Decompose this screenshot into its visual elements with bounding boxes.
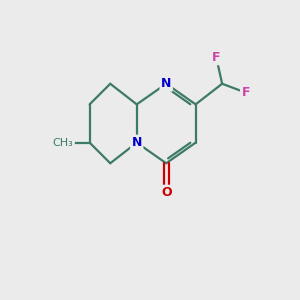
Text: CH₃: CH₃ — [53, 138, 74, 148]
Text: N: N — [161, 77, 171, 90]
Text: F: F — [212, 51, 220, 64]
Text: N: N — [132, 136, 142, 149]
Text: O: O — [161, 186, 172, 199]
Text: F: F — [242, 86, 250, 99]
